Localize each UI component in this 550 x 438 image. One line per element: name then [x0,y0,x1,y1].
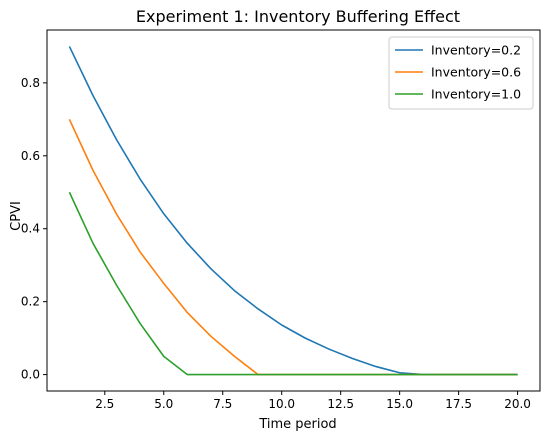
series-line-inventory-1-0 [68,191,518,376]
x-tick-label: 10.0 [268,397,295,411]
plot-series-group [68,46,518,376]
plot-frame [46,29,541,392]
y-tick-label: 0.6 [21,149,40,163]
x-tick-label: 17.5 [445,397,472,411]
legend-label: Inventory=1.0 [431,87,521,102]
x-tick-label: 15.0 [386,397,413,411]
x-tick-label: 2.5 [95,397,114,411]
series-line-inventory-0-6 [68,119,518,376]
y-tick-label: 0.2 [21,295,40,309]
x-tick-label: 12.5 [327,397,354,411]
legend: Inventory=0.2 Inventory=0.6 Inventory=1.0 [388,36,534,110]
y-tick-label: 0.4 [21,222,40,236]
x-tick-label: 7.5 [213,397,232,411]
chart-title: Experiment 1: Inventory Buffering Effect [136,7,460,26]
y-tick-label: 0.8 [21,76,40,90]
x-axis-label: Time period [258,417,336,432]
legend-label: Inventory=0.6 [431,65,521,80]
x-tick-label: 5.0 [154,397,173,411]
y-tick-label: 0.0 [21,368,40,382]
legend-label: Inventory=0.2 [431,43,521,58]
y-axis: 0.0 0.2 0.4 0.6 0.8 [21,76,47,382]
legend-box [388,36,534,110]
x-axis: 2.5 5.0 7.5 10.0 12.5 15.0 17.5 20.0 [95,391,531,411]
x-tick-label: 20.0 [504,397,531,411]
y-axis-label: CPVI [9,201,24,231]
